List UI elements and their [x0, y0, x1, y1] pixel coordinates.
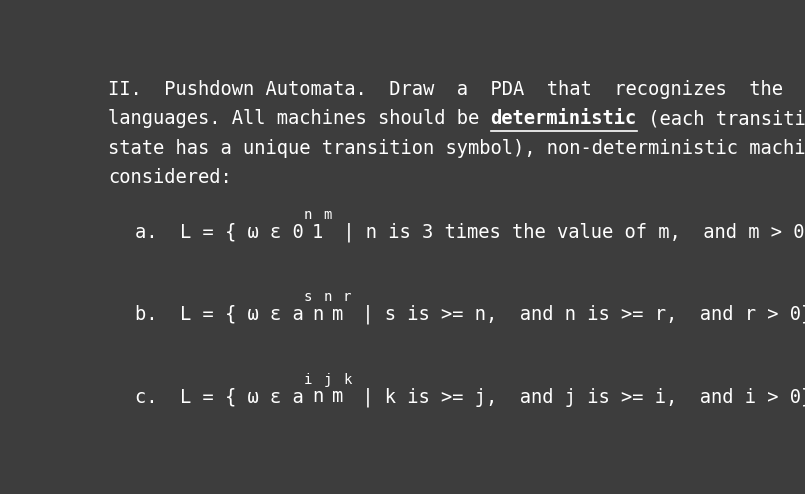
Text: n: n: [312, 305, 324, 324]
Text: m: m: [332, 305, 343, 324]
Text: s: s: [303, 290, 312, 304]
Text: state has a unique transition symbol), non-deterministic machines will not be: state has a unique transition symbol), n…: [108, 139, 805, 158]
Text: | k is >= j,  and j is >= i,  and i > 0}: | k is >= j, and j is >= i, and i > 0}: [351, 387, 805, 407]
Text: i: i: [303, 372, 312, 387]
Text: 1: 1: [312, 223, 324, 242]
Text: | s is >= n,  and n is >= r,  and r > 0}: | s is >= n, and n is >= r, and r > 0}: [351, 305, 805, 324]
Text: n: n: [303, 208, 312, 222]
Text: n: n: [312, 387, 324, 406]
Text: c.  L = { ω ε a: c. L = { ω ε a: [135, 387, 303, 406]
Text: m: m: [324, 208, 332, 222]
Text: m: m: [332, 387, 343, 406]
Text: languages. All machines should be: languages. All machines should be: [108, 110, 490, 128]
Text: j: j: [324, 372, 332, 387]
Text: a.  L = { ω ε 0: a. L = { ω ε 0: [135, 223, 303, 242]
Text: deterministic: deterministic: [490, 110, 637, 128]
Text: II.  Pushdown Automata.  Draw  a  PDA  that  recognizes  the  following: II. Pushdown Automata. Draw a PDA that r…: [108, 80, 805, 99]
Text: n: n: [324, 290, 332, 304]
Text: (each transition from each: (each transition from each: [637, 110, 805, 128]
Text: k: k: [343, 372, 351, 387]
Text: considered:: considered:: [108, 168, 232, 187]
Text: b.  L = { ω ε a: b. L = { ω ε a: [135, 305, 303, 324]
Text: | n is 3 times the value of m,  and m > 0}: | n is 3 times the value of m, and m > 0…: [332, 223, 805, 243]
Text: r: r: [343, 290, 351, 304]
